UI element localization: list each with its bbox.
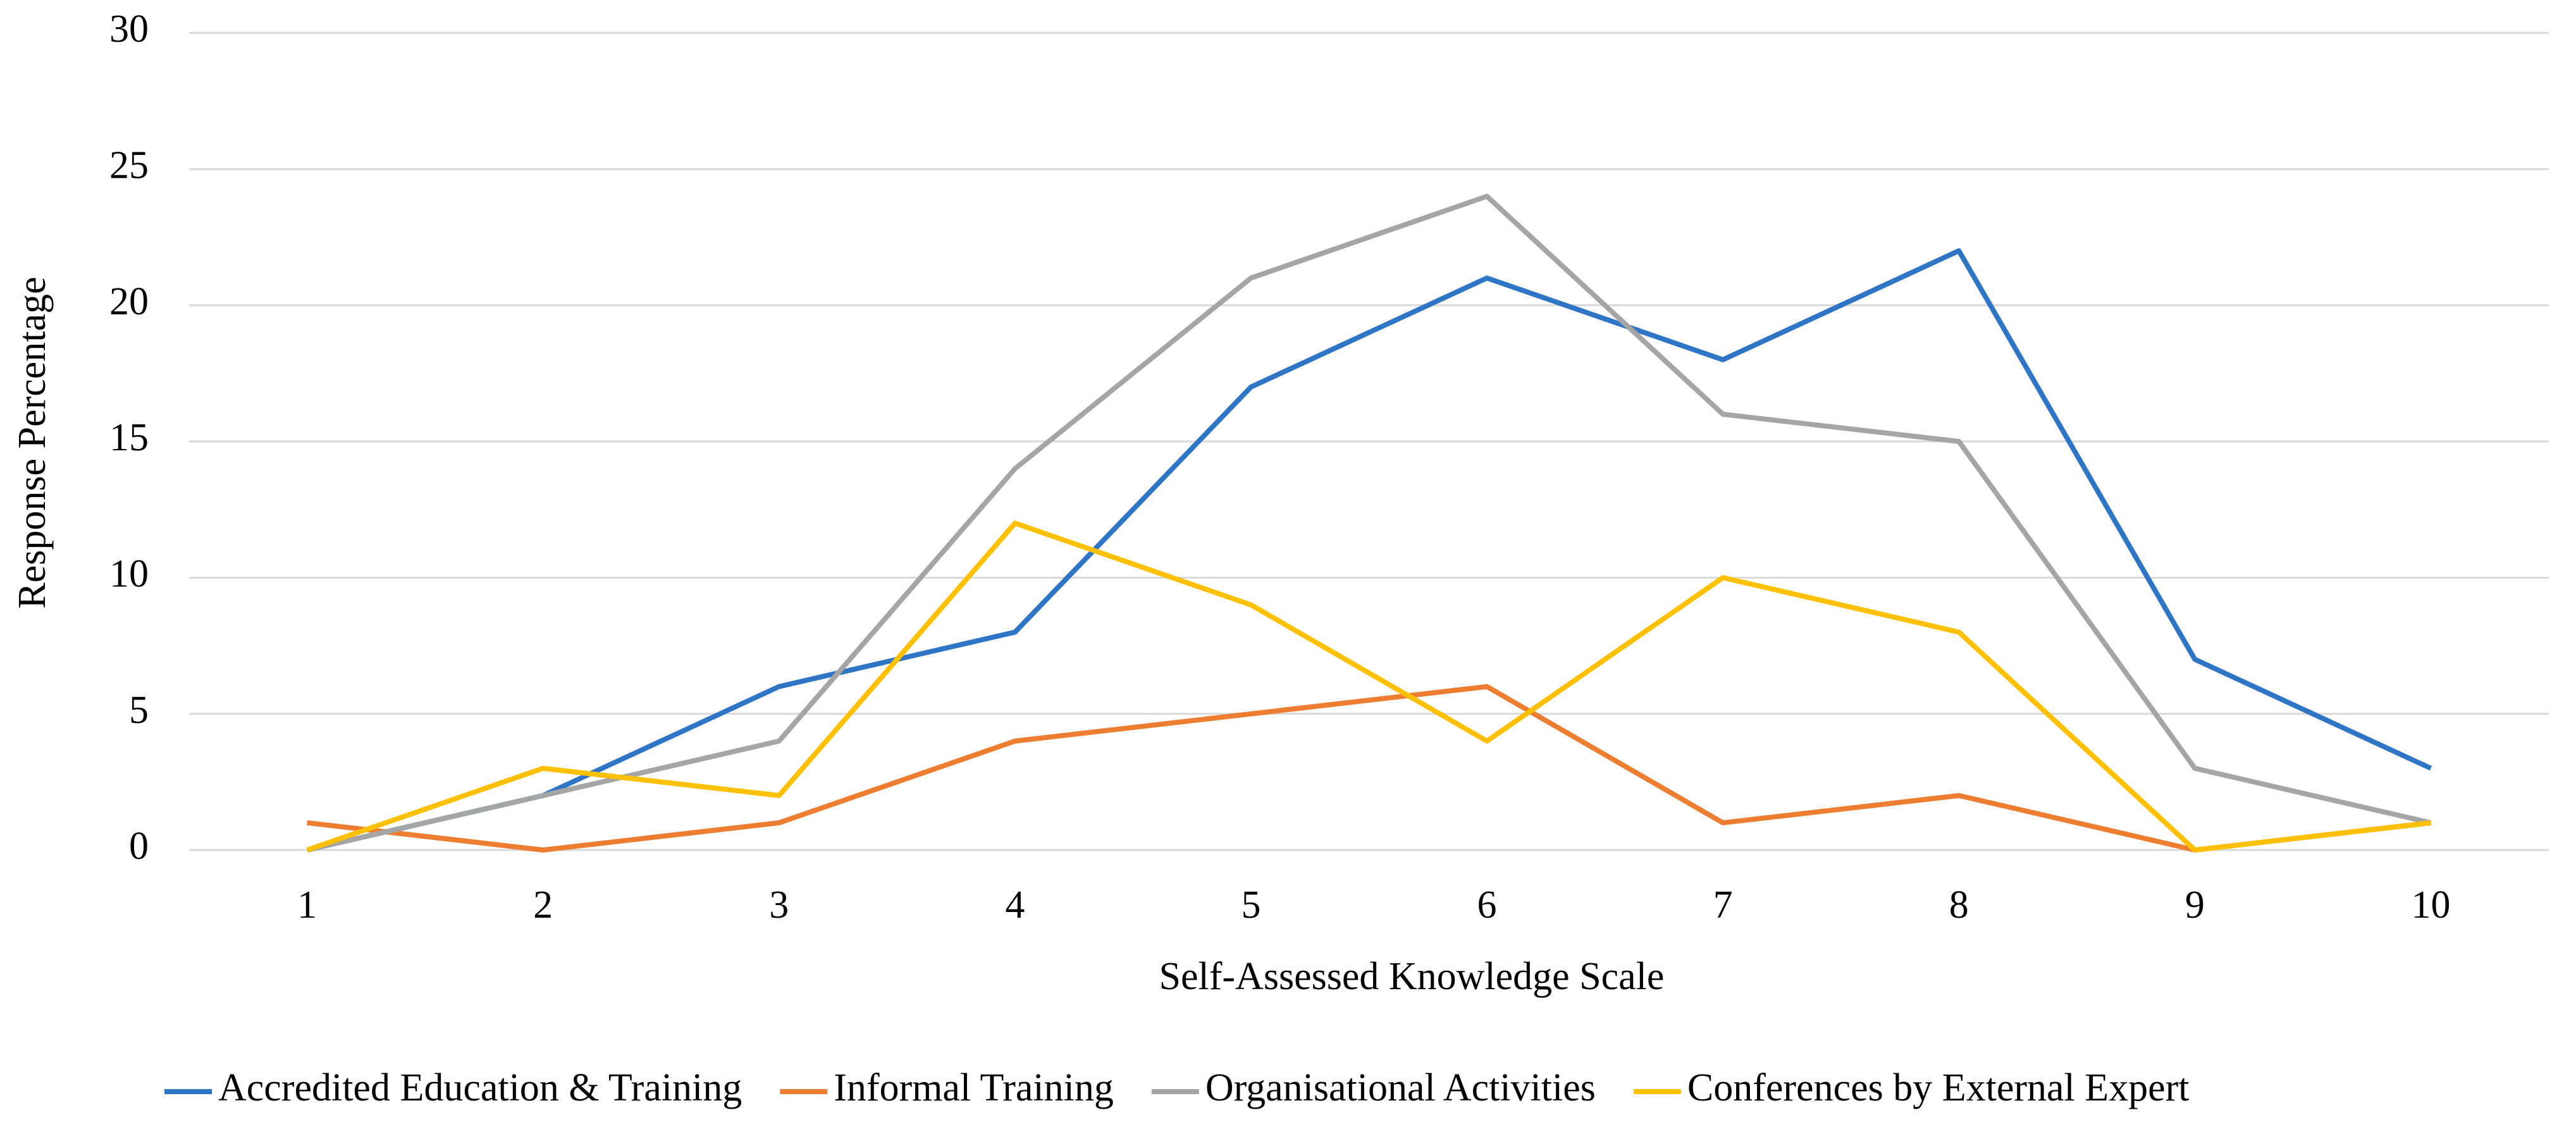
x-tick-label: 3 (769, 884, 789, 927)
x-tick-label: 5 (1241, 884, 1260, 927)
y-tick-label: 25 (109, 144, 149, 187)
y-tick-label: 20 (109, 280, 149, 323)
x-tick-label: 9 (2185, 884, 2205, 927)
x-tick-label: 7 (1713, 884, 1733, 927)
legend-label: Informal Training (834, 1066, 1114, 1109)
series-line (306, 248, 2432, 853)
y-tick-label: 10 (109, 553, 149, 596)
x-axis-title: Self-Assessed Knowledge Scale (1159, 955, 1665, 998)
x-tick-label: 2 (533, 884, 553, 927)
y-tick-label: 15 (109, 416, 149, 459)
y-axis-title: Response Percentage (11, 276, 54, 608)
legend-label: Accredited Education & Training (218, 1066, 742, 1109)
x-tick-label: 6 (1477, 884, 1497, 927)
y-tick-label: 5 (129, 689, 149, 732)
series-line (306, 194, 2432, 853)
legend-label: Organisational Activities (1205, 1066, 1596, 1109)
legend-label: Conferences by External Expert (1687, 1066, 2190, 1109)
series-line (307, 684, 2431, 853)
x-tick-label: 8 (1949, 884, 1969, 927)
x-tick-label: 10 (2411, 884, 2450, 927)
x-tick-label: 1 (297, 884, 317, 927)
x-tick-label: 4 (1005, 884, 1025, 927)
series-line (306, 521, 2431, 853)
y-tick-label: 0 (129, 825, 149, 868)
y-tick-label: 30 (109, 8, 149, 51)
